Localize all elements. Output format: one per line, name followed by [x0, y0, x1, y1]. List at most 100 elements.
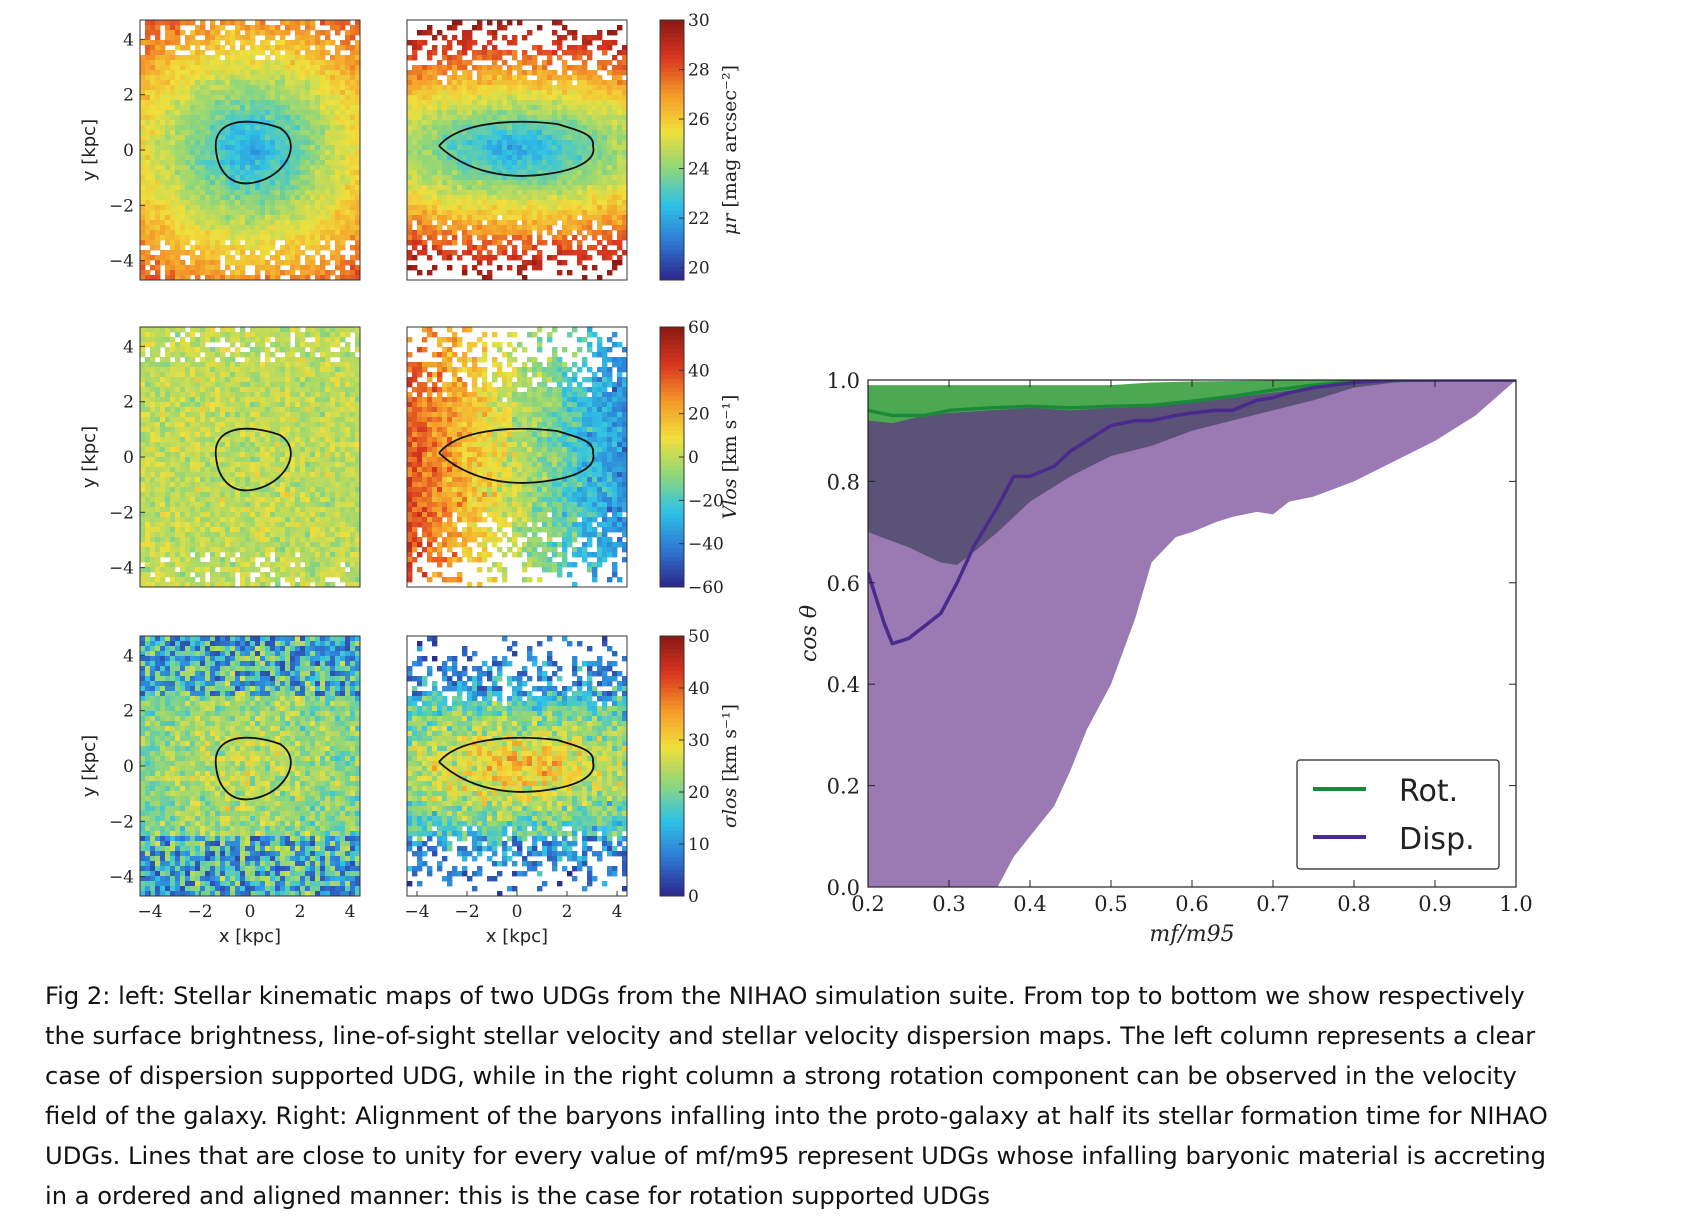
map-pixel: [547, 100, 553, 106]
map-pixel: [245, 407, 251, 413]
map-pixel: [225, 392, 231, 398]
map-pixel: [205, 35, 211, 41]
map-pixel: [412, 95, 418, 101]
map-pixel: [587, 75, 593, 81]
map-pixel: [295, 362, 301, 368]
map-pixel: [305, 50, 311, 56]
map-pixel: [437, 225, 443, 231]
map-pixel: [265, 150, 271, 156]
map-pixel: [165, 422, 171, 428]
map-pixel: [195, 245, 201, 251]
map-pixel: [205, 125, 211, 131]
map-pixel: [175, 402, 181, 408]
map-pixel: [552, 115, 558, 121]
map-pixel: [527, 195, 533, 201]
map-pixel: [350, 180, 356, 186]
map-pixel: [340, 275, 346, 281]
map-pixel: [145, 225, 151, 231]
map-pixel: [245, 417, 251, 423]
map-pixel: [155, 55, 161, 61]
colorbar-segment: [660, 145, 684, 151]
map-pixel: [230, 337, 236, 343]
map-pixel: [557, 270, 563, 276]
map-pixel: [245, 402, 251, 408]
map-pixel: [617, 180, 623, 186]
map-pixel: [602, 180, 608, 186]
map-pixel: [225, 387, 231, 393]
map-pixel: [285, 105, 291, 111]
map-pixel: [340, 225, 346, 231]
map-pixel: [170, 145, 176, 151]
map-pixel: [477, 140, 483, 146]
map-pixel: [235, 332, 241, 338]
map-pixel: [240, 55, 246, 61]
map-pixel: [567, 215, 573, 221]
map-pixel: [210, 190, 216, 196]
map-pixel: [275, 195, 281, 201]
map-pixel: [295, 210, 301, 216]
map-pixel: [532, 245, 538, 251]
colorbar-tick-label: 26: [688, 110, 710, 130]
map-pixel: [145, 372, 151, 378]
map-pixel: [210, 130, 216, 136]
map-pixel: [412, 125, 418, 131]
map-pixel: [265, 65, 271, 71]
map-pixel: [165, 100, 171, 106]
map-pixel: [310, 165, 316, 171]
map-pixel: [250, 120, 256, 126]
map-pixel: [245, 240, 251, 246]
map-pixel: [185, 20, 191, 26]
map-pixel: [270, 200, 276, 206]
map-pixel: [557, 20, 563, 26]
map-pixel: [220, 65, 226, 71]
map-pixel: [345, 220, 351, 226]
map-pixel: [607, 120, 613, 126]
map-pixel: [255, 135, 261, 141]
map-pixel: [325, 225, 331, 231]
map-pixel: [467, 120, 473, 126]
colorbar-segment: [660, 93, 684, 99]
map-pixel: [295, 220, 301, 226]
map-pixel: [320, 170, 326, 176]
map-pixel: [200, 372, 206, 378]
map-pixel: [175, 255, 181, 261]
map-pixel: [145, 205, 151, 211]
map-pixel: [205, 175, 211, 181]
map-pixel: [330, 332, 336, 338]
map-pixel: [427, 215, 433, 221]
map-pixel: [160, 260, 166, 266]
map-pixel: [245, 422, 251, 428]
map-pixel: [220, 397, 226, 403]
map-pixel: [325, 372, 331, 378]
map-pixel: [250, 387, 256, 393]
map-pixel: [315, 45, 321, 51]
map-pixel: [140, 130, 146, 136]
map-pixel: [350, 75, 356, 81]
map-pixel: [270, 180, 276, 186]
map-pixel: [477, 50, 483, 56]
map-pixel: [552, 125, 558, 131]
map-pixel: [140, 80, 146, 86]
map-pixel: [150, 190, 156, 196]
map-pixel: [205, 255, 211, 261]
map-pixel: [330, 352, 336, 358]
map-pixel: [532, 105, 538, 111]
map-pixel: [235, 115, 241, 121]
map-pixel: [572, 215, 578, 221]
map-pixel: [472, 100, 478, 106]
map-pixel: [165, 200, 171, 206]
map-pixel: [175, 185, 181, 191]
map-pixel: [355, 357, 361, 363]
map-pixel: [205, 170, 211, 176]
map-pixel: [145, 210, 151, 216]
map-pixel: [165, 185, 171, 191]
map-pixel: [165, 75, 171, 81]
map-pixel: [145, 155, 151, 161]
map-pixel: [185, 90, 191, 96]
map-pixel: [275, 170, 281, 176]
map-pixel: [407, 200, 413, 206]
map-pixel: [607, 155, 613, 161]
map-pixel: [457, 90, 463, 96]
map-pixel: [507, 185, 513, 191]
